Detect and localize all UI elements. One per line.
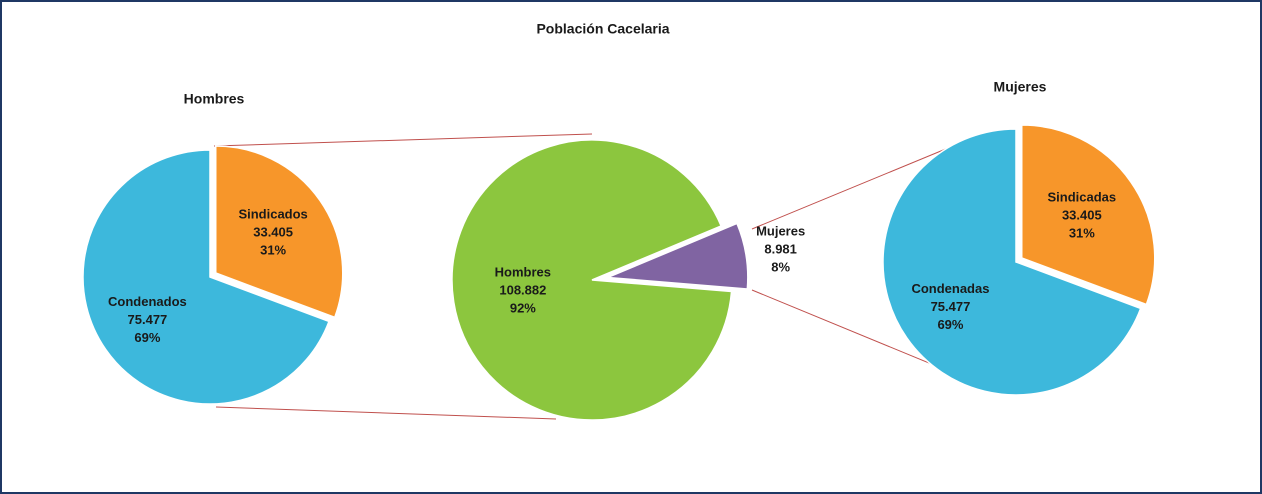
pie-title: Hombres bbox=[184, 91, 245, 107]
slice-percentage: 92% bbox=[510, 300, 536, 315]
chart-title: Población Cacelaria bbox=[536, 21, 669, 37]
slice-category: Mujeres bbox=[756, 224, 805, 239]
pie-slice bbox=[451, 139, 733, 421]
slice-category: Hombres bbox=[495, 264, 551, 279]
slice-percentage: 31% bbox=[260, 243, 286, 258]
connectors bbox=[213, 133, 983, 420]
slice-percentage: 69% bbox=[937, 317, 963, 332]
connector bbox=[215, 406, 557, 420]
slice-value: 33.405 bbox=[1062, 208, 1102, 223]
slice-percentage: 69% bbox=[134, 330, 160, 345]
pie-title: Mujeres bbox=[994, 79, 1047, 95]
slice-category: Sindicadas bbox=[1048, 190, 1117, 205]
slice-category: Sindicados bbox=[238, 207, 307, 222]
slice-category: Condenados bbox=[108, 294, 187, 309]
slice-value: 75.477 bbox=[128, 312, 168, 327]
slice-value: 75.477 bbox=[931, 299, 971, 314]
connector bbox=[213, 133, 593, 147]
slice-value: 33.405 bbox=[253, 225, 293, 240]
slice-value: 8.981 bbox=[764, 242, 797, 257]
slice-percentage: 8% bbox=[771, 260, 790, 275]
pie-slice bbox=[215, 145, 344, 319]
pie-slice bbox=[882, 128, 1142, 396]
pie-slice bbox=[1021, 124, 1156, 306]
slice-percentage: 31% bbox=[1069, 226, 1095, 241]
pie-slice bbox=[82, 149, 330, 405]
pie-slice bbox=[607, 222, 749, 290]
slice-value: 108.882 bbox=[499, 282, 546, 297]
slice-category: Condenadas bbox=[911, 281, 989, 296]
